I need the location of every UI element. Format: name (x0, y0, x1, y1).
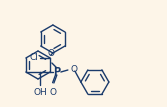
Text: P: P (53, 67, 60, 77)
Text: O: O (71, 65, 78, 74)
Text: OH: OH (33, 88, 47, 97)
Text: O: O (47, 49, 54, 58)
Text: O: O (49, 88, 56, 97)
Text: Cl: Cl (29, 54, 38, 62)
